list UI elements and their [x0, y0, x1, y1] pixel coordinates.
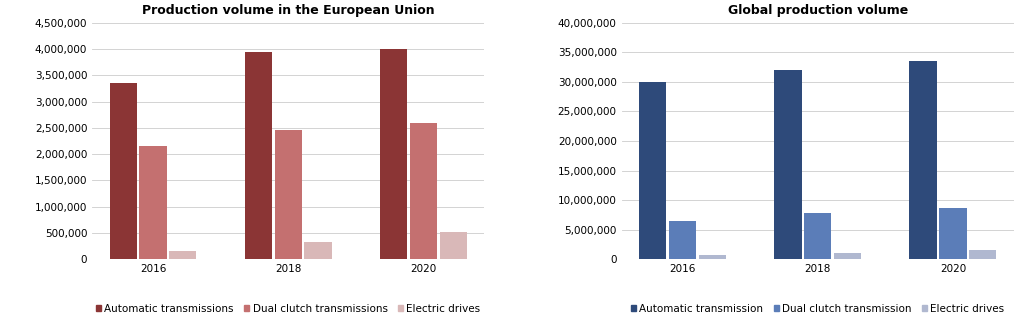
Bar — [169, 251, 197, 259]
Bar — [139, 146, 167, 259]
Bar — [969, 250, 996, 259]
Bar — [639, 82, 667, 259]
Legend: Automatic transmissions, Dual clutch transmissions, Electric drives: Automatic transmissions, Dual clutch tra… — [92, 300, 484, 318]
Bar — [834, 253, 861, 259]
Bar — [274, 131, 302, 259]
Legend: Automatic transmission, Dual clutch transmission, Electric drives: Automatic transmission, Dual clutch tran… — [627, 300, 1009, 318]
Title: Global production volume: Global production volume — [727, 4, 908, 17]
Bar — [380, 49, 408, 259]
Bar — [304, 242, 332, 259]
Bar — [774, 70, 802, 259]
Bar — [410, 122, 437, 259]
Bar — [669, 221, 696, 259]
Bar — [698, 255, 726, 259]
Bar — [245, 52, 272, 259]
Bar — [439, 232, 467, 259]
Bar — [110, 83, 137, 259]
Title: Production volume in the European Union: Production volume in the European Union — [142, 4, 434, 17]
Bar — [909, 61, 937, 259]
Bar — [804, 213, 831, 259]
Bar — [939, 208, 967, 259]
